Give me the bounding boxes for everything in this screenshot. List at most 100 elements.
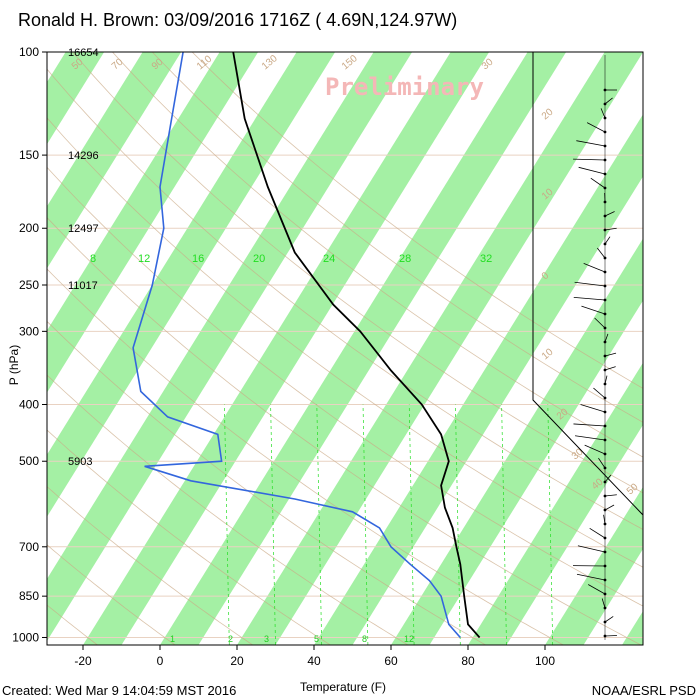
isotherm-band — [47, 52, 413, 641]
wind-barb — [580, 404, 606, 413]
mixing-ratio-line — [270, 404, 276, 645]
wind-barb — [604, 366, 616, 371]
x-tick-label: 100 — [535, 654, 555, 668]
mixing-ratio-label: 20 — [253, 253, 265, 265]
y-tick-label: 150 — [19, 148, 39, 162]
isotherm-band — [47, 52, 259, 393]
wind-barb — [604, 352, 617, 357]
green-bands — [0, 52, 643, 645]
wind-barb — [586, 122, 606, 133]
wind-barb — [604, 97, 613, 105]
wind-barb — [596, 247, 606, 259]
adiabat-line — [47, 268, 564, 645]
wind-barb — [578, 166, 606, 175]
wind-barb — [594, 317, 606, 329]
y-tick-label: 1000 — [12, 630, 39, 644]
wind-barb — [604, 635, 617, 637]
adiabat-line — [47, 117, 643, 568]
adiabat-line — [47, 166, 643, 607]
x-tick-label: -20 — [74, 654, 92, 668]
wind-barb — [583, 263, 606, 273]
wind-barb — [604, 333, 609, 343]
wind-barb — [604, 236, 611, 245]
wind-barb — [575, 435, 606, 441]
mixing-ratio-lines — [224, 404, 554, 645]
mixing-ratio-line — [547, 404, 554, 645]
isotherm-band — [47, 52, 105, 145]
adiabat-line — [47, 429, 331, 645]
isotherm-band — [0, 52, 27, 645]
y-tick-label: 250 — [19, 278, 39, 292]
x-axis-label: Temperature (F) — [300, 680, 387, 694]
y-axis-ticks: 100 150 200 250 300 400 500 700 850 1000 — [12, 45, 47, 644]
adiabat-label: 0 — [540, 270, 552, 282]
mixing-ratio-label: 28 — [399, 253, 411, 265]
wind-barb — [573, 158, 606, 161]
adiabat-label: 130 — [260, 53, 280, 72]
plot-frame — [46, 51, 644, 646]
isotherm-band — [237, 52, 643, 645]
adiabat-line — [191, 52, 643, 389]
adiabat-line — [47, 486, 253, 645]
wind-barb — [603, 514, 606, 525]
height-label: 12497 — [68, 223, 99, 235]
height-label: 5903 — [68, 456, 92, 468]
wind-barb — [604, 494, 617, 497]
wind-barb — [574, 281, 606, 287]
mixing-ratio-label: 32 — [480, 253, 492, 265]
wind-barb — [593, 387, 606, 399]
height-label: 14296 — [68, 150, 99, 162]
height-label: 16654 — [68, 47, 99, 59]
x-axis-ticks: -20 0 20 40 60 80 100 — [74, 645, 555, 668]
credit-label: NOAA/ESRL PSD — [591, 683, 696, 698]
chart-title: Ronald H. Brown: 03/09/2016 1716Z ( 4.69… — [18, 10, 458, 30]
adiabat-line — [112, 52, 643, 458]
mixing-ratio-line — [455, 404, 461, 645]
x-tick-label: 0 — [157, 654, 164, 668]
wind-barb — [573, 423, 606, 427]
adiabat-line — [151, 52, 643, 423]
isotherm-band — [47, 52, 336, 517]
adiabat-line — [47, 68, 643, 530]
adiabat-label: 20 — [540, 106, 556, 122]
adiabat-label: 150 — [340, 53, 360, 72]
created-timestamp: Created: Wed Mar 9 14:04:59 MST 2016 — [2, 683, 237, 698]
y-tick-label: 700 — [19, 540, 39, 554]
y-tick-label: 850 — [19, 589, 39, 603]
mixing-ratio-label: 5 — [314, 634, 319, 644]
x-tick-label: 40 — [307, 654, 321, 668]
isotherm-band — [314, 114, 643, 645]
mixing-ratio-line — [408, 404, 415, 645]
isotherm-band — [83, 52, 490, 645]
y-tick-label: 100 — [19, 45, 39, 59]
y-tick-label: 200 — [19, 221, 39, 235]
x-tick-label: 80 — [461, 654, 475, 668]
y-tick-label: 400 — [19, 397, 39, 411]
adiabat-label: 70 — [110, 56, 126, 72]
mixing-ratio-label: 12 — [138, 253, 150, 265]
wind-barb — [604, 211, 615, 217]
mixing-ratio-label: 12 — [404, 634, 414, 644]
isotherm-band — [391, 238, 643, 645]
watermark-preliminary: Preliminary — [325, 73, 484, 101]
wind-barb — [588, 584, 606, 595]
wind-barb — [589, 527, 606, 539]
adiabat-line — [47, 217, 642, 645]
isotherm-band — [622, 611, 643, 645]
adiabat-line — [47, 544, 176, 645]
mixing-ratio-label: 3 — [264, 634, 269, 644]
adiabat-line — [0, 52, 20, 645]
adiabat-line — [72, 52, 643, 494]
wind-barb — [604, 616, 614, 623]
wind-barb — [576, 573, 606, 581]
adiabat-line — [47, 320, 486, 645]
mixing-ratio-label: 2 — [228, 634, 233, 644]
mixing-ratio-labels: 8 12 16 20 24 28 321 2 3 5 8 12 — [90, 253, 492, 644]
mixing-ratio-line — [362, 404, 369, 645]
adiabat-label: 10 — [540, 346, 556, 362]
wind-barbs — [573, 55, 617, 640]
mixing-ratio-label: 16 — [192, 253, 204, 265]
y-tick-label: 300 — [19, 324, 39, 338]
mixing-ratio-line — [224, 404, 230, 645]
